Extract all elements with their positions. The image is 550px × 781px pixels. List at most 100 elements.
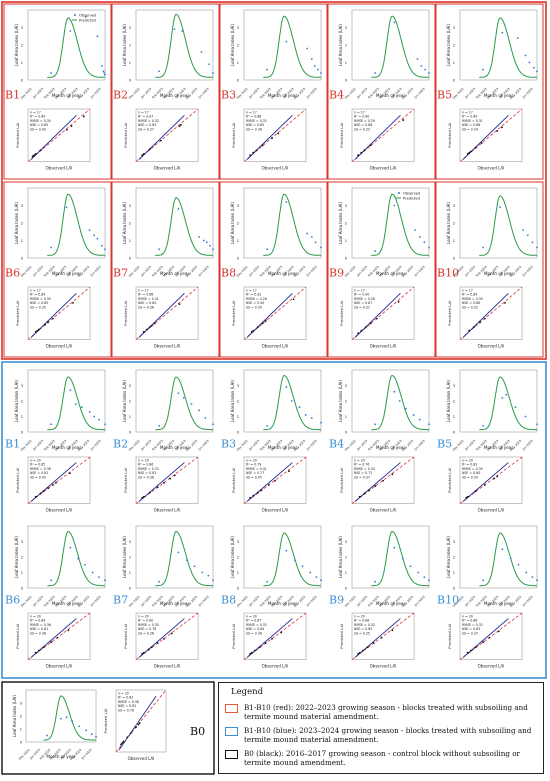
ts-y-tick: 1 [237, 415, 239, 419]
observed-point [528, 61, 531, 64]
ts-y-tick: 3 [129, 204, 131, 208]
observed-point [374, 72, 376, 74]
ts-x-label: Month of year [52, 445, 81, 450]
scatter-axes [243, 612, 307, 660]
ts-axes [459, 369, 538, 433]
scatter-y-label: Predicted LAI [339, 624, 344, 649]
scatter-point [360, 329, 363, 332]
scatter-point [363, 149, 366, 152]
observed-point [374, 423, 376, 426]
ts-x-label: Month of year [484, 93, 513, 98]
panel-label: B10 [437, 594, 459, 607]
ts-x-tick: Dec 2022 [20, 87, 33, 100]
ts-x-label: Month of year [160, 93, 189, 98]
ts-y-tick: 3 [345, 204, 347, 208]
scatter-point [288, 470, 290, 472]
ts-y-tick: 1 [453, 571, 455, 575]
ts-axes [351, 525, 430, 589]
one-to-one-line [351, 286, 415, 340]
observed-point [266, 424, 268, 427]
observed-point [190, 403, 193, 405]
scatter-stat: n = 20 [246, 459, 257, 463]
observed-point [95, 735, 97, 738]
scatter-stat: Sd = 0.37 [462, 631, 478, 635]
scatter-stat: RMSE = 0.41 [246, 467, 267, 471]
observed-point [374, 580, 376, 583]
scatter-stat: RMSE = 0.36 [30, 623, 51, 627]
scatter-point [67, 629, 70, 632]
predicted-line [263, 15, 322, 78]
ts-y-tick: 0 [129, 79, 131, 83]
ts-y-tick: 1 [129, 415, 131, 419]
blue-group-frame [1, 361, 547, 679]
ts-x-tick: Jan 2023 [247, 265, 260, 278]
scatter-axes [351, 612, 415, 660]
scatter-point [402, 119, 405, 121]
ts-y-tick: 2 [237, 400, 239, 404]
scatter-stat: n = 20 [354, 459, 365, 463]
scatter-stat: R² = 0.87 [138, 115, 153, 119]
ts-y-label: Leaf Area Index (LAI) [230, 202, 235, 244]
scatter-point [159, 139, 162, 142]
scatter-y-label: Predicted LAI [339, 301, 344, 326]
ts-x-tick: Jan 2023 [463, 439, 476, 452]
scatter-stat: R² = 0.90 [354, 115, 369, 119]
scatter-stat: R² = 0.80 [138, 619, 153, 623]
scatter-point [474, 646, 477, 649]
ts-y-tick: 3 [453, 204, 455, 208]
scatter-stat: n = 17 [354, 289, 365, 293]
scatter-x-label: Observed LAI [46, 508, 73, 513]
scatter-y-label: Predicted LAI [447, 468, 452, 493]
scatter-y-label: Predicted LAI [15, 624, 20, 649]
ts-y-tick: 1 [237, 61, 239, 65]
ts-y-tick: 3 [345, 26, 347, 30]
observed-point [93, 234, 96, 237]
ts-y-tick: 1 [237, 239, 239, 243]
ts-axes [351, 9, 430, 81]
scatter-point [163, 637, 165, 640]
observed-point [177, 208, 180, 210]
red-group-frame [1, 1, 547, 360]
scatter-point [466, 152, 469, 155]
ts-y-label: Leaf Area Index (LAI) [122, 24, 127, 66]
scatter-point [42, 490, 45, 493]
fit-line [118, 695, 157, 751]
scatter-stat: NSE = 0.85 [30, 123, 48, 127]
ts-y-tick: 2 [21, 44, 23, 48]
observed-point [536, 70, 538, 73]
observed-point [77, 557, 79, 560]
ts-axes [25, 689, 97, 743]
scatter-point [34, 152, 37, 155]
ts-x-label: Month of year [268, 93, 297, 98]
ts-y-tick: 1 [345, 61, 347, 65]
ts-x-tick: Jan 2023 [31, 265, 44, 278]
ts-y-label: Leaf Area Index (LAI) [446, 24, 451, 66]
scatter-stat: RMSE = 0.30 [30, 119, 51, 123]
observed-point [50, 72, 52, 74]
scatter-stat: RMSE = 0.33 [246, 119, 267, 123]
predicted-line [43, 695, 96, 741]
ts-y-tick: 1 [237, 571, 239, 575]
scatter-point [258, 646, 261, 649]
observed-point [310, 236, 313, 238]
scatter-point [496, 475, 499, 478]
ts-y-label: Leaf Area Index (LAI) [446, 202, 451, 244]
legend-observed-label: Observed [403, 191, 420, 195]
ts-x-tick: Jan 2023 [463, 595, 476, 608]
scatter-stat: NSE = 0.84 [246, 627, 264, 631]
predicted-line [371, 15, 430, 78]
scatter-point [147, 648, 150, 651]
ts-y-tick: 2 [345, 222, 347, 226]
ts-y-label: Leaf Area Index (LAI) [122, 380, 127, 422]
ts-y-tick: 2 [20, 715, 22, 719]
observed-point [266, 68, 268, 71]
scatter-stat: NSE = 0.87 [354, 301, 372, 305]
scatter-point [180, 124, 182, 126]
ts-y-tick: 1 [345, 415, 347, 419]
scatter-point [468, 151, 471, 154]
observed-point [536, 579, 538, 582]
ts-x-label: Month of year [52, 271, 81, 276]
